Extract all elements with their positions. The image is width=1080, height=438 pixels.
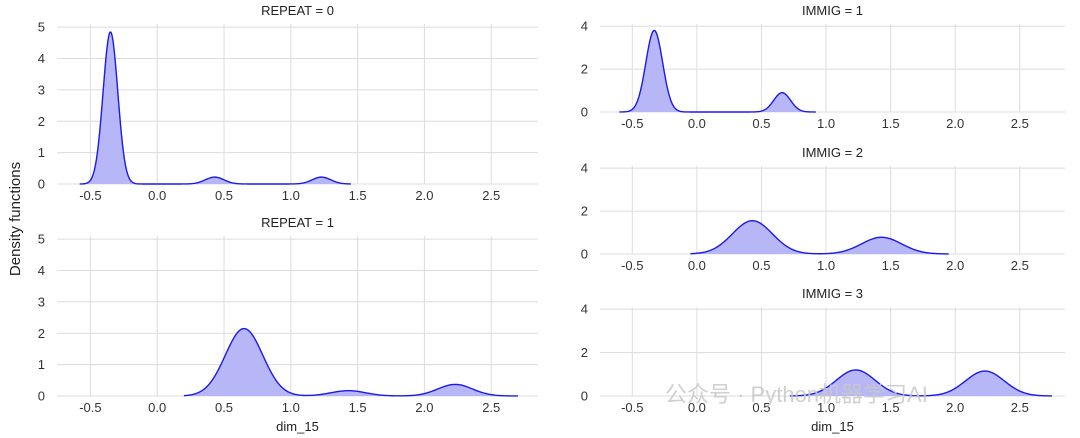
x-axis-label: dim_15 bbox=[276, 419, 319, 434]
density-area bbox=[789, 369, 1053, 396]
density-line bbox=[183, 327, 518, 397]
watermark-text: 公众号 · Python机器学习AI bbox=[665, 382, 928, 407]
y-tick-label: 4 bbox=[581, 302, 588, 317]
density-area bbox=[183, 328, 518, 396]
panel-title: IMMIG = 2 bbox=[802, 145, 863, 160]
panel-4: -0.5 0.0 0.5 1.0 1.5 2.0 2.5 0 2 4 IMMIG = 2 bbox=[581, 145, 1065, 273]
x-tick-label: 0.5 bbox=[752, 258, 770, 273]
x-tick-label: 2.0 bbox=[946, 116, 964, 131]
x-tick-label: 1.0 bbox=[817, 258, 835, 273]
x-tick-label: 0.5 bbox=[752, 400, 770, 415]
density-line bbox=[79, 31, 351, 185]
x-tick-label: -0.5 bbox=[79, 188, 101, 203]
x-tick-label: 2.0 bbox=[415, 400, 433, 415]
panel-5: -0.5 0.0 0.5 1.0 1.5 2.0 2.5 0 2 4 IMMIG = 3 dim_15 bbox=[581, 286, 1065, 434]
x-axis-label: dim_15 bbox=[811, 419, 854, 434]
x-tick-label: 1.0 bbox=[282, 400, 300, 415]
density-area bbox=[619, 30, 816, 113]
y-tick-label: 1 bbox=[38, 357, 45, 372]
density-line bbox=[789, 369, 1053, 397]
density-area bbox=[690, 220, 949, 254]
x-tick-label: 0.0 bbox=[148, 188, 166, 203]
y-tick-label: 5 bbox=[38, 20, 45, 35]
panel-title: IMMIG = 1 bbox=[802, 3, 863, 18]
x-tick-label: 1.5 bbox=[882, 116, 900, 131]
x-tick-label: 1.0 bbox=[282, 188, 300, 203]
x-tick-label: 2.5 bbox=[1011, 400, 1029, 415]
y-tick-label: 4 bbox=[38, 263, 45, 278]
y-tick-label: 5 bbox=[38, 232, 45, 247]
x-tick-label: 2.0 bbox=[946, 258, 964, 273]
y-tick-label: 2 bbox=[38, 326, 45, 341]
y-tick-label: 2 bbox=[581, 204, 588, 219]
x-tick-label: -0.5 bbox=[79, 400, 101, 415]
y-tick-label: 2 bbox=[38, 114, 45, 129]
x-tick-label: 0.0 bbox=[148, 400, 166, 415]
panel-3: -0.5 0.0 0.5 1.0 1.5 2.0 2.5 0 2 4 IMMIG = 1 bbox=[581, 3, 1065, 131]
y-tick-label: 4 bbox=[581, 161, 588, 176]
y-tick-label: 3 bbox=[38, 294, 45, 309]
density-line bbox=[690, 220, 949, 255]
x-tick-label: 2.5 bbox=[1011, 258, 1029, 273]
y-tick-label: 0 bbox=[581, 247, 588, 262]
x-tick-label: 0.5 bbox=[215, 188, 233, 203]
panel-2: -0.5 0.0 0.5 1.0 1.5 2.0 2.5 0 1 2 3 4 5 REPEAT = 1 di… bbox=[38, 215, 538, 434]
x-tick-label: 0.0 bbox=[688, 258, 706, 273]
y-tick-label: 0 bbox=[38, 389, 45, 404]
x-tick-label: 0.0 bbox=[688, 116, 706, 131]
y-tick-label: 0 bbox=[581, 105, 588, 120]
x-tick-label: -0.5 bbox=[621, 116, 643, 131]
x-tick-label: -0.5 bbox=[621, 258, 643, 273]
y-tick-label: 2 bbox=[581, 62, 588, 77]
panel-title: IMMIG = 3 bbox=[802, 286, 863, 301]
x-tick-label: 2.0 bbox=[415, 188, 433, 203]
y-tick-label: 4 bbox=[581, 19, 588, 34]
y-tick-label: 0 bbox=[581, 389, 588, 404]
x-tick-label: 2.5 bbox=[482, 188, 500, 203]
density-area bbox=[79, 32, 351, 184]
x-tick-label: 0.5 bbox=[215, 400, 233, 415]
y-tick-label: 3 bbox=[38, 82, 45, 97]
x-tick-label: 0.0 bbox=[688, 400, 706, 415]
panel-title: REPEAT = 0 bbox=[261, 3, 334, 18]
y-tick-label: 2 bbox=[581, 345, 588, 360]
x-tick-label: 2.0 bbox=[946, 400, 964, 415]
x-tick-label: 1.5 bbox=[882, 400, 900, 415]
panel-1: -0.5 0.0 0.5 1.0 1.5 2.0 2.5 0 1 2 3 4 5 REPEAT = 0 bbox=[38, 3, 538, 203]
figure-ylabel: Density functions bbox=[7, 162, 24, 276]
x-tick-label: 1.0 bbox=[817, 116, 835, 131]
y-tick-label: 4 bbox=[38, 51, 45, 66]
x-tick-label: 1.5 bbox=[882, 258, 900, 273]
x-tick-label: -0.5 bbox=[621, 400, 643, 415]
y-tick-label: 1 bbox=[38, 145, 45, 160]
panel-title: REPEAT = 1 bbox=[261, 215, 334, 230]
x-tick-label: 2.5 bbox=[482, 400, 500, 415]
density-line bbox=[619, 29, 816, 113]
x-tick-label: 1.0 bbox=[817, 400, 835, 415]
x-tick-label: 2.5 bbox=[1011, 116, 1029, 131]
y-tick-label: 0 bbox=[38, 177, 45, 192]
x-tick-label: 1.5 bbox=[349, 400, 367, 415]
x-tick-label: 1.5 bbox=[349, 188, 367, 203]
x-tick-label: 0.5 bbox=[752, 116, 770, 131]
